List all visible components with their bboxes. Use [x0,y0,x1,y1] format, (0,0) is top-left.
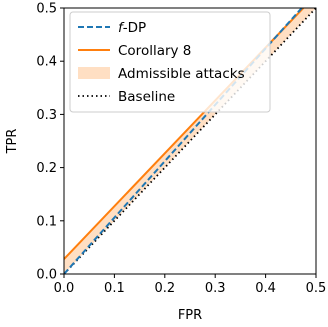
y-axis-label: TPR [5,129,20,155]
plot-frame [63,7,317,275]
legend: f-DP Corollary 8 Admissible attacks Baselin… [69,11,271,113]
legend-handle-admissible-attacks [78,67,110,79]
x-tick-label: 0.1 [104,281,125,296]
y-tick-label: 0.4 [36,55,57,70]
y-tick-label: 0.5 [36,2,57,17]
legend-label-corollary-8: Corollary 8 [118,43,191,59]
x-tick-label: 0.4 [255,281,276,296]
axes: 0.0 0.1 0.2 0.3 0.4 0.5 0.0 0.1 0.2 0.3 0.4 0.5 [36,2,326,297]
x-axis-label: FPR [178,308,202,323]
legend-box [69,11,271,113]
x-tick-label: 0.5 [306,281,327,296]
legend-label-admissible-attacks: Admissible attacks [118,66,245,82]
x-tick-label: 0.2 [154,281,175,296]
f-dp-line [64,8,304,274]
y-tick-label: 0.1 [36,214,57,229]
legend-label-f-dp: f-DP [118,20,146,36]
x-tick-label: 0.3 [205,281,226,296]
y-tick-label: 0.2 [36,161,57,176]
y-tick-label: 0.3 [36,108,57,123]
legend-label-baseline: Baseline [118,89,175,105]
y-tick-label: 0.0 [36,268,57,283]
x-tick-label: 0.0 [54,281,75,296]
